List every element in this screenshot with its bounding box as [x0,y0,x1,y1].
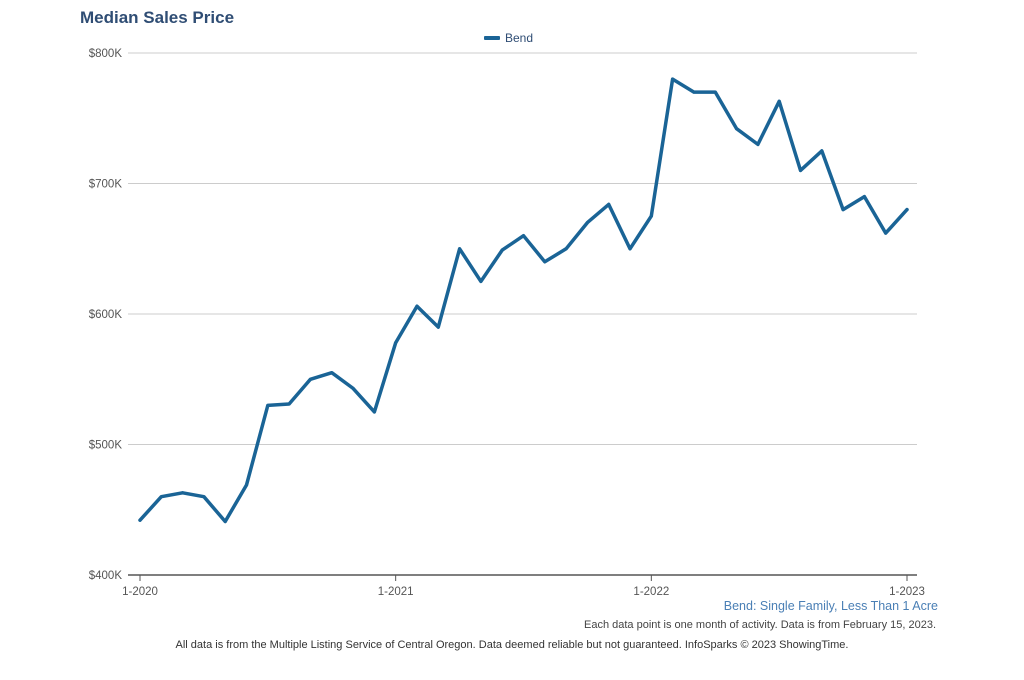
data-point [436,325,440,329]
legend-swatch [484,36,500,40]
data-point [479,279,483,283]
data-point [458,247,462,251]
data-note: Each data point is one month of activity… [584,619,936,631]
y-tick-label: $600K [89,309,123,321]
legend: Bend [484,31,533,45]
data-point [607,202,611,206]
data-point [735,127,739,131]
data-point [394,341,398,345]
data-point [138,518,142,522]
data-point [564,247,568,251]
data-point [841,208,845,212]
data-point [543,260,547,264]
data-point [159,495,163,499]
data-point [671,77,675,81]
data-point [798,168,802,172]
data-point [628,247,632,251]
y-tick-label: $800K [89,48,123,60]
x-tick-label: 1-2022 [633,586,669,598]
data-point [500,248,504,252]
data-point [713,90,717,94]
data-point [223,519,227,523]
series-line-bend [138,77,909,524]
data-point [330,371,334,375]
data-point [756,142,760,146]
x-tick-label: 1-2020 [122,586,158,598]
y-tick-label: $500K [89,440,123,452]
data-point [181,491,185,495]
footer-disclaimer: All data is from the Multiple Listing Se… [175,639,849,651]
data-point [862,195,866,199]
data-point [777,99,781,103]
data-point [649,214,653,218]
y-tick-label: $700K [89,179,123,191]
chart-title: Median Sales Price [80,8,235,27]
chart-subtitle: Bend: Single Family, Less Than 1 Acre [723,599,938,613]
data-point [372,410,376,414]
data-point [884,231,888,235]
legend-label-bend: Bend [505,31,534,45]
y-tick-label: $400K [89,570,123,582]
data-point [266,403,270,407]
data-point [308,377,312,381]
data-point [585,221,589,225]
data-point [692,90,696,94]
data-point [287,402,291,406]
data-point [522,234,525,238]
data-point [245,483,249,487]
data-point [905,208,909,212]
data-point [351,386,355,390]
x-tick-label: 1-2023 [889,586,925,598]
data-point [202,495,206,499]
data-point [820,149,824,153]
x-tick-label: 1-2021 [378,586,414,598]
data-point [415,304,419,308]
